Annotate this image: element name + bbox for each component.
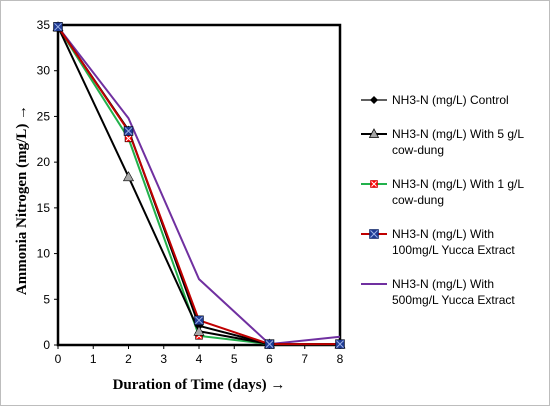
x-tick-label: 1 [90,352,97,366]
y-tick-label: 25 [37,109,51,123]
x-tick-label: 6 [266,352,273,366]
axis-ticks: 0 1 2 3 4 5 6 7 8 0 5 10 15 20 25 30 35 [37,18,344,366]
x-tick-label: 8 [337,352,344,366]
data-point-square-x [335,339,345,349]
legend-swatch-1g-cow-dung [361,180,387,188]
plot-area-border [56,23,342,347]
y-tick-label: 10 [37,247,51,261]
y-axis-title: Ammonia Nitrogen (mg/L) → [14,105,30,295]
data-point-square-x [194,315,204,326]
x-tick-label: 3 [160,352,167,366]
x-tick-label: 0 [55,352,62,366]
legend-item-5g-cow-dung: NH3-N (mg/L) With 5 g/L cow-dung [360,126,540,158]
x-tick-label: 2 [125,352,132,366]
data-point-square-x [53,22,63,32]
data-point-triangle [193,325,205,336]
legend-swatch-100mg-yucca [361,229,387,239]
series-line [57,26,341,346]
series-line [57,26,340,346]
data-point-square-x [124,134,133,143]
legend: NH3-N (mg/L) Control NH3-N (mg/L) With 5… [360,92,540,326]
series-group [52,21,346,349]
y-tick-label: 30 [37,64,51,78]
data-point-square-x [123,126,134,136]
y-tick-label: 15 [37,201,51,215]
legend-swatch-control [361,96,387,104]
y-tick-label: 5 [43,292,50,306]
x-tick-label: 4 [196,352,203,366]
series-line [57,26,340,346]
data-point-triangle [122,171,135,182]
legend-label: NH3-N (mg/L) With 5 g/L cow-dung [392,127,524,157]
legend-swatch-500mg-yucca [361,283,387,285]
data-point-square-x [264,339,275,349]
y-tick-label: 0 [43,338,50,352]
legend-label: NH3-N (mg/L) Control [392,93,509,107]
legend-item-500mg-yucca: NH3-N (mg/L) With 500mg/L Yucca Extract [360,276,540,308]
legend-label: NH3-N (mg/L) With 1 g/L cow-dung [392,177,524,207]
legend-item-control: NH3-N (mg/L) Control [360,92,540,108]
x-axis-title: Duration of Time (days) → [113,377,286,393]
y-tick-label: 35 [37,18,51,32]
x-tick-label: 5 [231,352,238,366]
legend-label: NH3-N (mg/L) With 100mg/L Yucca Extract [392,227,515,257]
legend-label: NH3-N (mg/L) With 500mg/L Yucca Extract [392,277,515,307]
series-line [57,26,340,346]
series-line [57,26,340,346]
legend-item-1g-cow-dung: NH3-N (mg/L) With 1 g/L cow-dung [360,176,540,208]
legend-item-100mg-yucca: NH3-N (mg/L) With 100mg/L Yucca Extract [360,226,540,258]
legend-swatch-5g-cow-dung [361,128,387,138]
x-tick-label: 7 [301,352,308,366]
y-tick-label: 20 [37,155,51,169]
